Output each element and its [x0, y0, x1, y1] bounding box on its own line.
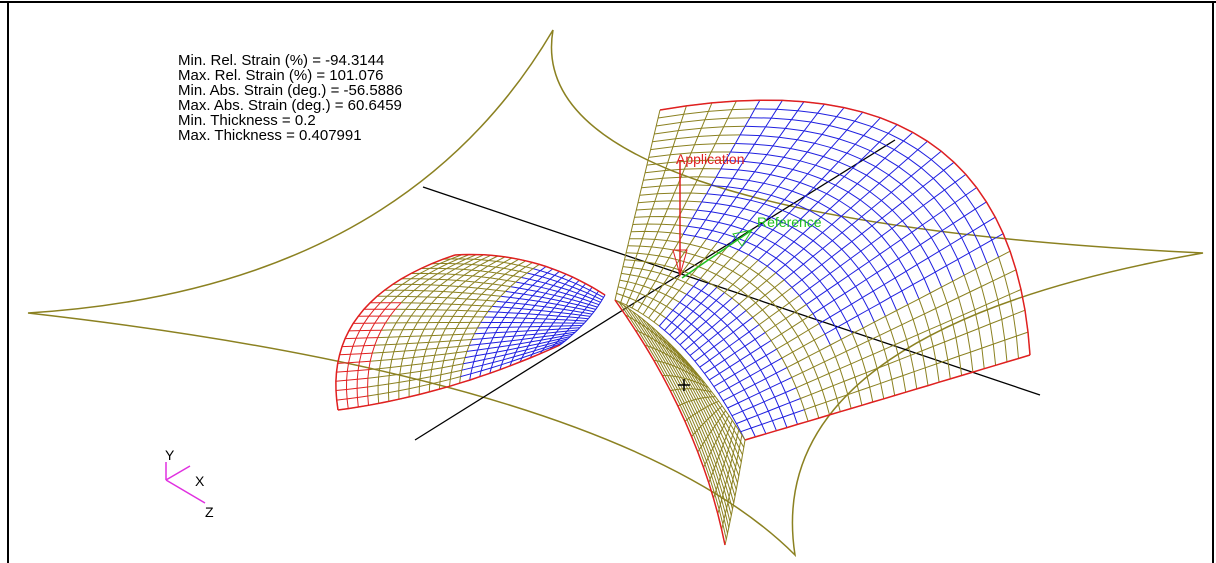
viewport: Application Reference Min. Rel. Strain (… [0, 0, 1216, 563]
triad-label: Y [165, 447, 175, 463]
stat-line: Max. Thickness = 0.407991 [178, 127, 362, 144]
vector-label: Reference [757, 214, 822, 230]
triad-label: Z [205, 504, 214, 520]
page: Application Reference Min. Rel. Strain (… [0, 0, 1216, 563]
triad-label: X [195, 473, 205, 489]
mesh-line [385, 322, 480, 323]
vector-label: Application [676, 151, 745, 167]
